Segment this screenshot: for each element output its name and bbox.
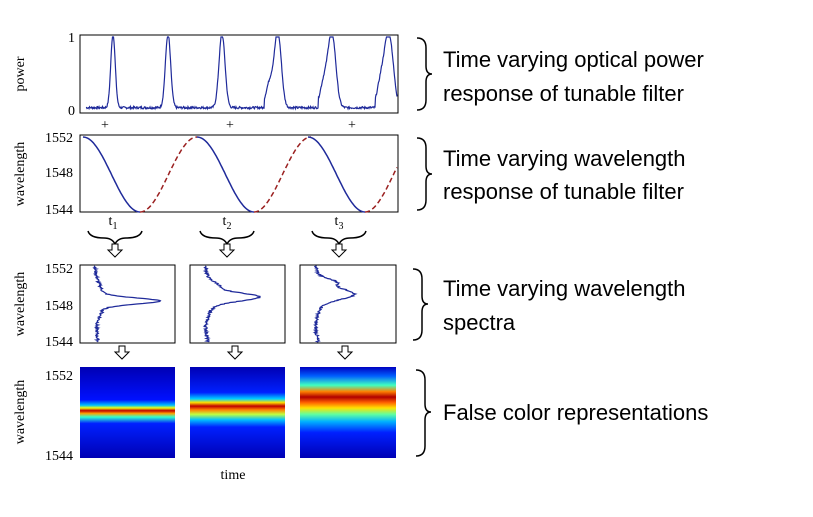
wavelength-axes [79,134,399,213]
marker: + [348,118,356,133]
tick-label: 1552 [45,131,73,146]
time-base: t [223,214,227,229]
brace [87,230,143,246]
spectrum [92,265,162,343]
x-label: time [221,468,246,483]
heatmap [300,367,396,458]
y-label: wavelength [13,272,28,337]
marker: + [226,118,234,133]
spectrum-axes [189,264,286,344]
marker: + [101,118,109,133]
brace [311,230,367,246]
arrow [218,243,236,258]
heatmap [190,367,285,458]
arrow [336,345,354,360]
time-base: t [335,214,339,229]
time-label: t1 [109,214,118,232]
power-trace [85,36,398,111]
sweep-down [307,136,366,213]
brace [199,230,255,246]
tick-label: 1 [68,31,75,46]
sweep-up [364,167,398,213]
brace [416,137,433,211]
tick-label: 0 [68,104,75,119]
sweep-up [253,136,312,213]
time-sub: 3 [338,221,343,232]
tick-label: 1544 [45,203,73,218]
description: spectra [443,310,516,335]
spectrum-axes [299,264,397,344]
sweep-down [82,136,141,213]
time-label: t2 [223,214,232,232]
arrow [113,345,131,360]
y-label: wavelength [13,142,28,207]
time-sub: 2 [226,221,231,232]
description: Time varying optical power [443,47,704,72]
tick-label: 1544 [45,335,73,350]
sweep-up [139,136,198,213]
spectrum-axes [79,264,176,344]
sweep-down [196,136,255,213]
brace [415,369,432,457]
description: response of tunable filter [443,81,684,106]
description: response of tunable filter [443,179,684,204]
spectrum [312,265,358,343]
tick-label: 1552 [45,369,73,384]
description: Time varying wavelength [443,276,686,301]
heatmap [80,367,175,458]
tick-label: 1552 [45,262,73,277]
brace [416,37,433,111]
tick-label: 1544 [45,449,73,464]
time-label: t3 [335,214,344,232]
description: False color representations [443,400,708,425]
brace [412,268,429,341]
y-label: power [13,56,28,91]
time-base: t [109,214,113,229]
arrow [330,243,348,258]
y-label: wavelength [13,380,28,445]
arrow [226,345,244,360]
time-sub: 1 [112,221,117,232]
arrows [106,243,354,360]
arrow [106,243,124,258]
tick-label: 1548 [45,299,73,314]
tick-label: 1548 [45,166,73,181]
power-axes [79,34,399,114]
description: Time varying wavelength [443,146,686,171]
spectrum [202,265,261,343]
